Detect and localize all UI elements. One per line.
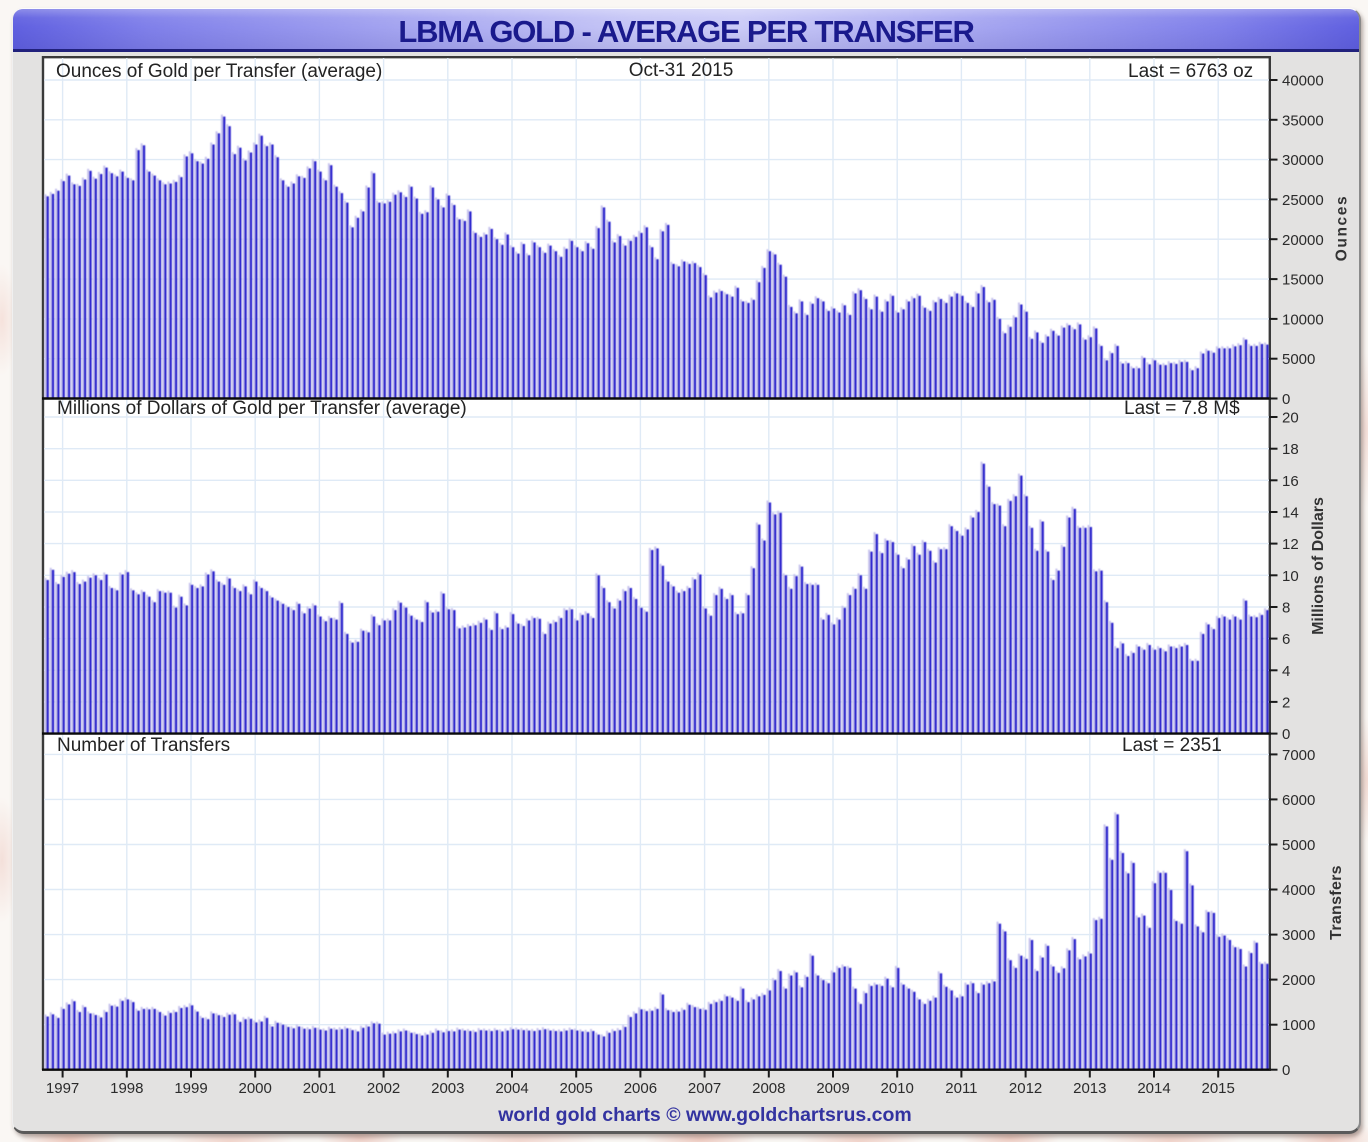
svg-text:0: 0 <box>1282 391 1290 408</box>
svg-text:Transfers: Transfers <box>1328 865 1345 940</box>
svg-text:12: 12 <box>1282 536 1299 553</box>
svg-text:Oct-31 2015: Oct-31 2015 <box>629 60 734 81</box>
svg-text:30000: 30000 <box>1282 152 1324 169</box>
svg-text:Last = 2351: Last = 2351 <box>1122 735 1222 756</box>
svg-text:20000: 20000 <box>1282 232 1324 249</box>
svg-text:2014: 2014 <box>1137 1080 1170 1097</box>
svg-text:14: 14 <box>1282 505 1299 522</box>
svg-text:2003: 2003 <box>431 1080 464 1097</box>
svg-text:6000: 6000 <box>1282 792 1315 809</box>
svg-text:2000: 2000 <box>239 1080 272 1097</box>
svg-text:Number of Transfers: Number of Transfers <box>57 735 230 756</box>
svg-text:18: 18 <box>1282 441 1299 458</box>
svg-text:4: 4 <box>1282 663 1290 680</box>
svg-text:Last = 7.8 M$: Last = 7.8 M$ <box>1124 398 1240 419</box>
svg-text:2009: 2009 <box>816 1080 849 1097</box>
svg-text:2006: 2006 <box>624 1080 657 1097</box>
svg-text:25000: 25000 <box>1282 192 1324 209</box>
svg-text:1000: 1000 <box>1282 1017 1315 1034</box>
svg-text:1997: 1997 <box>46 1080 79 1097</box>
svg-text:35000: 35000 <box>1282 112 1324 129</box>
svg-text:2013: 2013 <box>1073 1080 1106 1097</box>
svg-text:40000: 40000 <box>1282 73 1324 90</box>
svg-text:20: 20 <box>1282 410 1299 427</box>
svg-text:1998: 1998 <box>110 1080 143 1097</box>
svg-text:2: 2 <box>1282 694 1290 711</box>
svg-text:15000: 15000 <box>1282 272 1324 289</box>
svg-text:world gold charts © www.goldch: world gold charts © www.goldchartsrus.co… <box>497 1104 911 1126</box>
svg-text:2001: 2001 <box>303 1080 336 1097</box>
svg-text:3000: 3000 <box>1282 927 1315 944</box>
svg-text:10: 10 <box>1282 568 1299 585</box>
svg-text:8: 8 <box>1282 600 1290 617</box>
svg-text:2002: 2002 <box>367 1080 400 1097</box>
svg-text:2011: 2011 <box>945 1080 977 1097</box>
svg-text:2008: 2008 <box>752 1080 785 1097</box>
svg-text:Millions of Dollars: Millions of Dollars <box>1310 497 1327 635</box>
svg-text:10000: 10000 <box>1282 311 1324 328</box>
svg-text:2015: 2015 <box>1202 1080 1235 1097</box>
svg-text:16: 16 <box>1282 473 1299 490</box>
svg-text:Millions of Dollars of Gold pe: Millions of Dollars of Gold per Transfer… <box>57 398 467 419</box>
svg-text:2010: 2010 <box>881 1080 914 1097</box>
svg-text:2005: 2005 <box>560 1080 593 1097</box>
svg-text:5000: 5000 <box>1282 837 1315 854</box>
svg-text:4000: 4000 <box>1282 882 1315 899</box>
svg-text:2004: 2004 <box>495 1080 528 1097</box>
svg-text:1999: 1999 <box>174 1080 207 1097</box>
svg-text:Ounces: Ounces <box>1334 195 1351 261</box>
svg-text:7000: 7000 <box>1282 747 1315 764</box>
svg-text:2012: 2012 <box>1009 1080 1042 1097</box>
svg-text:Ounces of Gold per Transfer (a: Ounces of Gold per Transfer (average) <box>56 61 382 82</box>
svg-text:2000: 2000 <box>1282 972 1315 989</box>
svg-text:0: 0 <box>1282 726 1290 743</box>
svg-text:Last = 6763 oz: Last = 6763 oz <box>1128 61 1253 82</box>
svg-text:6: 6 <box>1282 631 1290 648</box>
svg-text:2007: 2007 <box>688 1080 721 1097</box>
svg-text:0: 0 <box>1282 1062 1290 1079</box>
svg-text:5000: 5000 <box>1282 351 1315 368</box>
